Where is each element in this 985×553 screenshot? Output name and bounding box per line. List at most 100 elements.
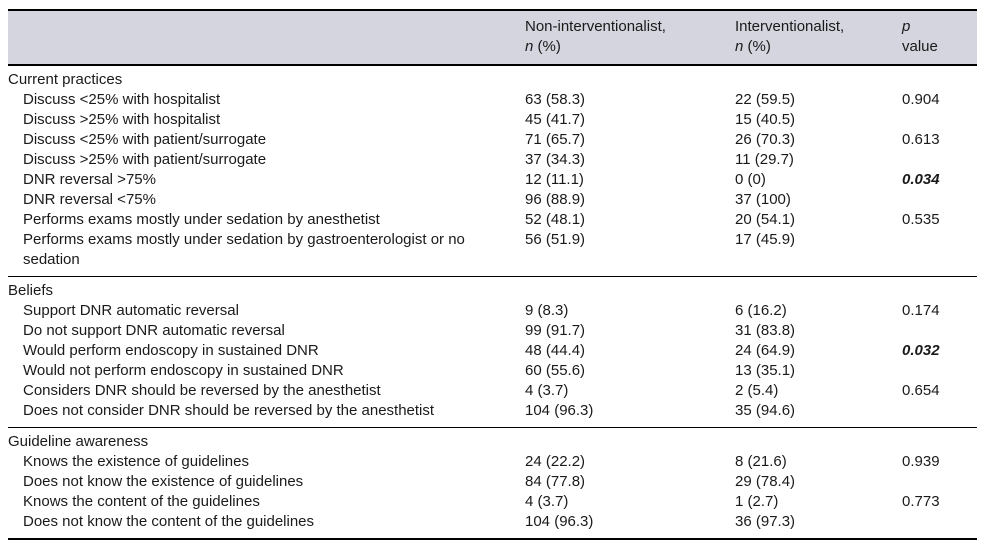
p-value xyxy=(902,150,977,170)
header-interventionalist-n: n xyxy=(735,38,744,55)
non-interventionalist-value: 24 (22.2) xyxy=(525,453,586,470)
interventionalist-value: 20 (54.1) xyxy=(735,211,796,228)
non-interventionalist-value: 63 (58.3) xyxy=(525,91,586,108)
table-row: Would perform endoscopy in sustained DNR… xyxy=(8,341,977,361)
interventionalist-value: 37 (100) xyxy=(735,191,791,208)
interventionalist-value: 29 (78.4) xyxy=(735,473,796,490)
row-label: Knows the existence of guidelines xyxy=(23,453,249,470)
p-value: 0.904 xyxy=(902,91,940,108)
header-empty-cell xyxy=(8,10,525,65)
row-label: Knows the content of the guidelines xyxy=(23,493,260,510)
row-label: Discuss >25% with hospitalist xyxy=(23,111,221,128)
interventionalist-value: 6 (16.2) xyxy=(735,302,787,319)
p-value: 0.034 xyxy=(902,171,940,188)
p-value xyxy=(902,401,977,428)
row-label: Does not know the content of the guideli… xyxy=(23,513,315,530)
p-value: 0.654 xyxy=(902,382,940,399)
table-row: Would not perform endoscopy in sustained… xyxy=(8,361,977,381)
table-row: Discuss >25% with patient/surrogate 37 (… xyxy=(8,150,977,170)
section-title: Guideline awareness xyxy=(8,427,977,452)
non-interventionalist-value: 45 (41.7) xyxy=(525,111,586,128)
section-title: Current practices xyxy=(8,64,977,90)
non-interventionalist-value: 96 (88.9) xyxy=(525,191,586,208)
interventionalist-value: 26 (70.3) xyxy=(735,131,796,148)
table-header-row: Non-interventionalist, n (%) Interventio… xyxy=(8,10,977,65)
table-header: Non-interventionalist, n (%) Interventio… xyxy=(8,10,977,65)
interventionalist-value: 15 (40.5) xyxy=(735,111,796,128)
section-title-row: Current practices xyxy=(8,64,977,90)
table-row: DNR reversal >75% 12 (11.1) 0 (0) 0.034 xyxy=(8,170,977,190)
row-label: Performs exams mostly under sedation by … xyxy=(23,231,465,268)
row-label: Discuss <25% with patient/surrogate xyxy=(23,131,267,148)
table-row: Discuss <25% with patient/surrogate 71 (… xyxy=(8,130,977,150)
interventionalist-value: 1 (2.7) xyxy=(735,493,779,510)
comparison-table: Non-interventionalist, n (%) Interventio… xyxy=(8,9,977,540)
non-interventionalist-value: 84 (77.8) xyxy=(525,473,586,490)
header-non-interventionalist-n: n xyxy=(525,38,534,55)
non-interventionalist-value: 104 (96.3) xyxy=(525,402,594,419)
row-label: DNR reversal >75% xyxy=(23,171,156,188)
section-title: Beliefs xyxy=(8,276,977,301)
header-interventionalist-unit: (%) xyxy=(743,38,771,55)
table-section: Guideline awareness Knows the existence … xyxy=(8,427,977,540)
p-value: 0.174 xyxy=(902,302,940,319)
p-value: 0.535 xyxy=(902,211,940,228)
interventionalist-value: 0 (0) xyxy=(735,171,766,188)
p-value xyxy=(902,190,977,210)
header-p-value: p value xyxy=(902,10,977,65)
non-interventionalist-value: 12 (11.1) xyxy=(525,171,584,188)
interventionalist-value: 17 (45.9) xyxy=(735,231,796,248)
p-value: 0.032 xyxy=(902,342,940,359)
non-interventionalist-value: 4 (3.7) xyxy=(525,493,569,510)
interventionalist-value: 2 (5.4) xyxy=(735,382,779,399)
p-value: 0.939 xyxy=(902,453,940,470)
table-row: Knows the existence of guidelines 24 (22… xyxy=(8,452,977,472)
table-row: Considers DNR should be reversed by the … xyxy=(8,381,977,401)
header-p-symbol: p xyxy=(902,18,911,35)
table-row: Does not consider DNR should be reversed… xyxy=(8,401,977,428)
interventionalist-value: 36 (97.3) xyxy=(735,513,796,530)
header-non-interventionalist: Non-interventionalist, n (%) xyxy=(525,10,735,65)
interventionalist-value: 22 (59.5) xyxy=(735,91,796,108)
table-row: Knows the content of the guidelines 4 (3… xyxy=(8,492,977,512)
p-value xyxy=(902,230,977,277)
non-interventionalist-value: 104 (96.3) xyxy=(525,513,594,530)
non-interventionalist-value: 99 (91.7) xyxy=(525,322,586,339)
table-row: Support DNR automatic reversal 9 (8.3) 6… xyxy=(8,301,977,321)
table-row: Discuss >25% with hospitalist 45 (41.7) … xyxy=(8,110,977,130)
row-label: Performs exams mostly under sedation by … xyxy=(23,211,380,228)
p-value: 0.773 xyxy=(902,493,940,510)
interventionalist-value: 31 (83.8) xyxy=(735,322,796,339)
table-row: Performs exams mostly under sedation by … xyxy=(8,230,977,277)
non-interventionalist-value: 56 (51.9) xyxy=(525,231,586,248)
non-interventionalist-value: 48 (44.4) xyxy=(525,342,586,359)
row-label: DNR reversal <75% xyxy=(23,191,156,208)
non-interventionalist-value: 4 (3.7) xyxy=(525,382,569,399)
table-row: Does not know the existence of guideline… xyxy=(8,472,977,492)
p-value xyxy=(902,512,977,539)
p-value xyxy=(902,110,977,130)
non-interventionalist-value: 9 (8.3) xyxy=(525,302,569,319)
table-row: Do not support DNR automatic reversal 99… xyxy=(8,321,977,341)
header-non-interventionalist-line1: Non-interventionalist, xyxy=(525,18,666,35)
interventionalist-value: 35 (94.6) xyxy=(735,402,796,419)
interventionalist-value: 8 (21.6) xyxy=(735,453,787,470)
table-row: DNR reversal <75% 96 (88.9) 37 (100) xyxy=(8,190,977,210)
row-label: Discuss <25% with hospitalist xyxy=(23,91,221,108)
non-interventionalist-value: 52 (48.1) xyxy=(525,211,586,228)
row-label: Would not perform endoscopy in sustained… xyxy=(23,362,344,379)
header-non-interventionalist-unit: (%) xyxy=(533,38,561,55)
p-value xyxy=(902,472,977,492)
interventionalist-value: 11 (29.7) xyxy=(735,151,794,168)
row-label: Considers DNR should be reversed by the … xyxy=(23,382,381,399)
table-row: Performs exams mostly under sedation by … xyxy=(8,210,977,230)
non-interventionalist-value: 71 (65.7) xyxy=(525,131,586,148)
interventionalist-value: 24 (64.9) xyxy=(735,342,796,359)
row-label: Do not support DNR automatic reversal xyxy=(23,322,285,339)
row-label: Does not consider DNR should be reversed… xyxy=(23,402,435,419)
row-label: Would perform endoscopy in sustained DNR xyxy=(23,342,319,359)
non-interventionalist-value: 60 (55.6) xyxy=(525,362,586,379)
header-interventionalist: Interventionalist, n (%) xyxy=(735,10,902,65)
table-row: Discuss <25% with hospitalist 63 (58.3) … xyxy=(8,90,977,110)
table-section: Beliefs Support DNR automatic reversal 9… xyxy=(8,276,977,428)
